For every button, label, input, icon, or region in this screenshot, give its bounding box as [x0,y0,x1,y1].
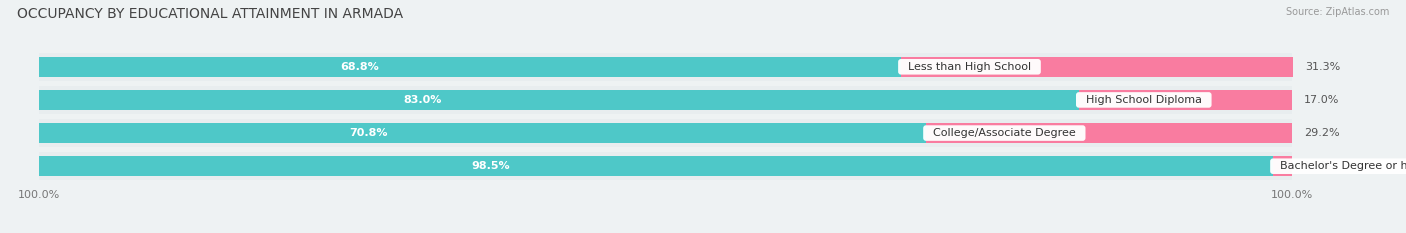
Bar [39,90,1292,110]
Text: College/Associate Degree: College/Associate Degree [927,128,1083,138]
Bar [39,152,1292,180]
Bar [39,123,927,143]
Text: Bachelor's Degree or higher: Bachelor's Degree or higher [1272,161,1406,171]
Text: 70.8%: 70.8% [350,128,388,138]
Bar [39,53,1292,81]
Bar [927,123,1292,143]
Text: 98.5%: 98.5% [471,161,509,171]
Bar [39,90,1078,110]
Bar [39,123,1292,143]
Text: Less than High School: Less than High School [901,62,1038,72]
Text: 29.2%: 29.2% [1305,128,1340,138]
Bar [1078,90,1292,110]
Text: 1.5%: 1.5% [1305,161,1333,171]
Text: 68.8%: 68.8% [340,62,380,72]
Text: 100.0%: 100.0% [1271,190,1313,200]
Text: 100.0%: 100.0% [18,190,60,200]
Bar [901,57,1294,77]
Bar [39,119,1292,147]
Bar [1272,156,1292,176]
Bar [39,156,1292,176]
Text: Source: ZipAtlas.com: Source: ZipAtlas.com [1285,7,1389,17]
Text: 31.3%: 31.3% [1306,62,1341,72]
Text: 17.0%: 17.0% [1305,95,1340,105]
Text: OCCUPANCY BY EDUCATIONAL ATTAINMENT IN ARMADA: OCCUPANCY BY EDUCATIONAL ATTAINMENT IN A… [17,7,404,21]
Bar [39,86,1292,114]
Bar [39,57,1292,77]
Text: High School Diploma: High School Diploma [1078,95,1209,105]
Text: 83.0%: 83.0% [404,95,441,105]
Bar [39,156,1272,176]
Bar [39,57,901,77]
